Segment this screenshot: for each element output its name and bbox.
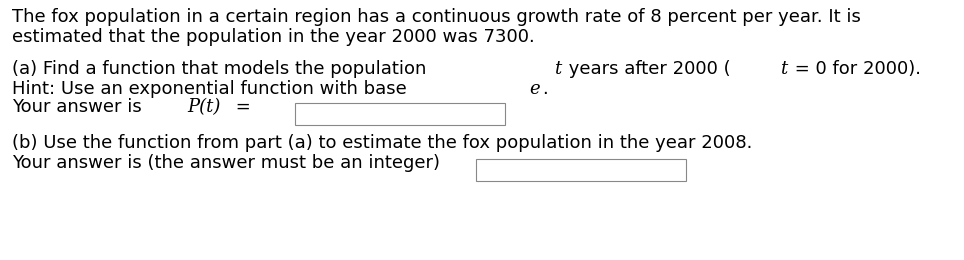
Bar [476,159,686,181]
Text: =: = [229,98,251,116]
Text: = 0 for 2000).: = 0 for 2000). [790,60,921,78]
Text: e: e [529,80,540,98]
Text: Your answer is (the answer must be an integer): Your answer is (the answer must be an in… [12,154,440,172]
Text: Your answer is: Your answer is [12,98,147,116]
Text: Hint: Use an exponential function with base: Hint: Use an exponential function with b… [12,80,413,98]
Bar [295,103,505,125]
Text: t: t [780,60,787,78]
Text: t: t [554,60,561,78]
Text: years after 2000 (: years after 2000 ( [563,60,731,78]
Text: estimated that the population in the year 2000 was 7300.: estimated that the population in the yea… [12,28,535,46]
Text: The fox population in a certain region has a continuous growth rate of 8 percent: The fox population in a certain region h… [12,8,861,26]
Text: .: . [543,80,549,98]
Text: (a) Find a function that models the population: (a) Find a function that models the popu… [12,60,432,78]
Text: (b) Use the function from part (a) to estimate the fox population in the year 20: (b) Use the function from part (a) to es… [12,134,752,152]
Text: P(t): P(t) [187,98,220,116]
